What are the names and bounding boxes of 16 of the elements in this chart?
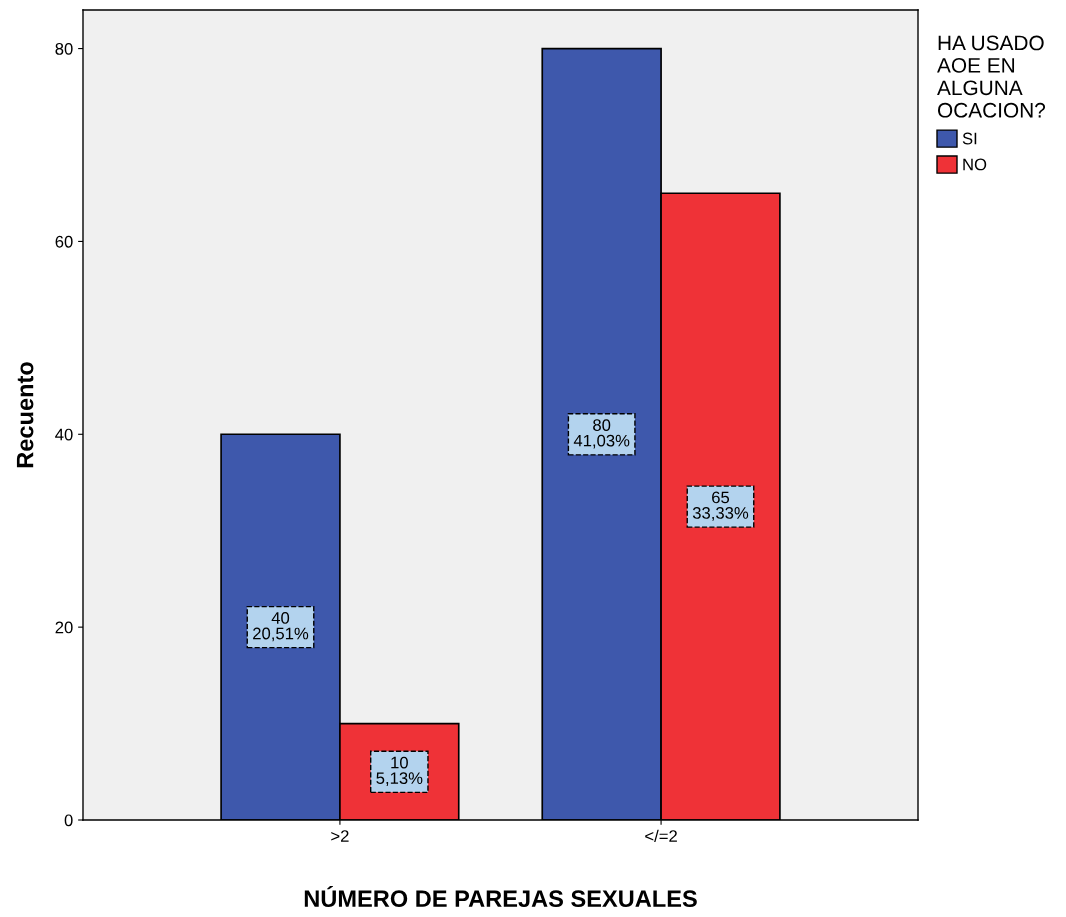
y-axis-title: Recuento xyxy=(16,362,34,468)
data-label: 80 41,03% xyxy=(573,419,630,449)
data-label: 10 5,13% xyxy=(376,756,423,786)
data-label: 40 20,51% xyxy=(253,612,309,642)
legend-label: NO xyxy=(963,158,987,171)
x-tick-label: </=2 xyxy=(645,829,677,842)
y-tick-label: 0 xyxy=(64,814,73,827)
legend-title: HA USADO AOE EN ALGUNA OCACION? xyxy=(937,35,1046,118)
y-tick-label: 40 xyxy=(55,428,73,441)
y-tick-label: 80 xyxy=(55,42,73,55)
y-tick-label: 20 xyxy=(55,621,73,634)
x-axis-title: NÚMERO DE PAREJAS SEXUALES xyxy=(304,885,697,908)
data-label: 65 33,33% xyxy=(692,491,749,521)
y-tick-label: 60 xyxy=(55,235,73,248)
legend-label: SI xyxy=(962,132,977,145)
x-tick-label: >2 xyxy=(331,830,349,842)
